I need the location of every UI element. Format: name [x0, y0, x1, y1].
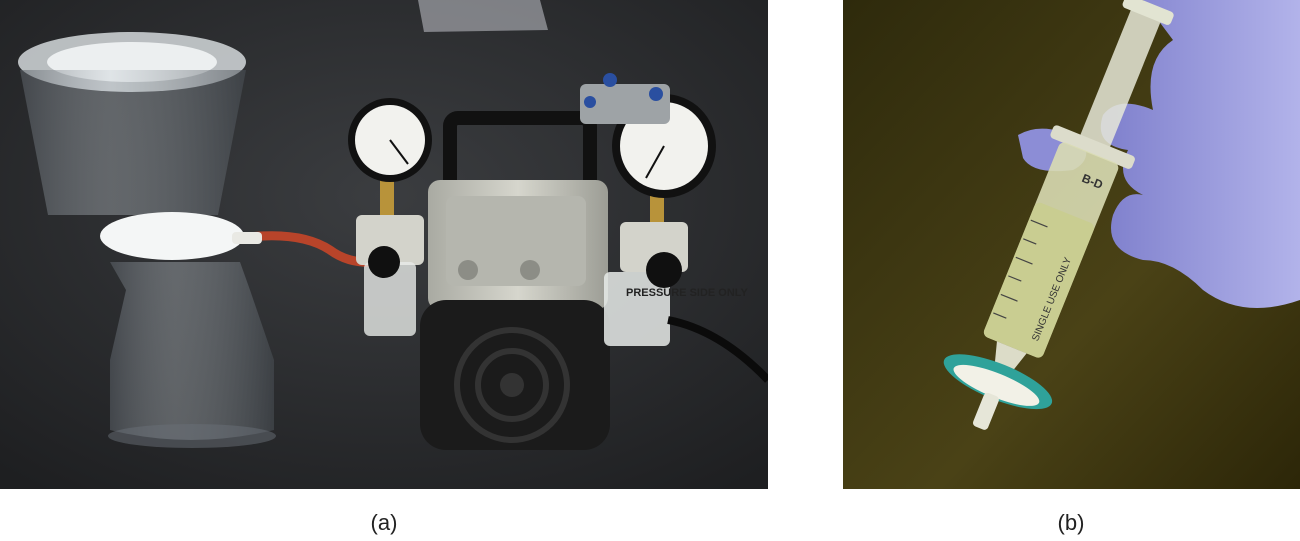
pump-side-label: PRESSURE SIDE ONLY: [626, 287, 749, 299]
filter-membrane: [100, 212, 244, 260]
power-cord: [667, 316, 768, 383]
caption-b: (b): [1057, 510, 1085, 535]
photo-vacuum-filtration: PRESSURE SIDE ONLY: [0, 0, 768, 489]
filter-funnel: [18, 32, 246, 260]
receiving-bottle: [108, 262, 276, 448]
photo-syringe-filter: B-D SINGLE USE ONLY: [843, 0, 1300, 489]
vacuum-gauge-left: [348, 98, 432, 336]
syringe: B-D SINGLE USE ONLY: [943, 0, 1174, 430]
vacuum-pump: [420, 111, 610, 450]
plastic-bag: [418, 0, 548, 32]
valve-fittings: [580, 73, 670, 124]
caption-a: (a): [370, 510, 398, 535]
